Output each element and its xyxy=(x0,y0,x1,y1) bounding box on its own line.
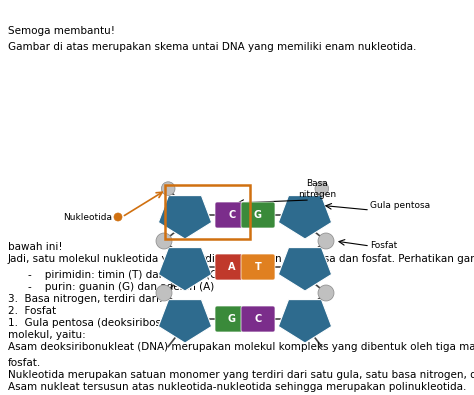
Polygon shape xyxy=(278,248,332,291)
Text: -    purin: guanin (G) dan adenin (A): - purin: guanin (G) dan adenin (A) xyxy=(28,282,214,292)
Text: Nukleotida: Nukleotida xyxy=(63,213,112,222)
Text: G: G xyxy=(228,314,236,324)
FancyBboxPatch shape xyxy=(241,306,275,332)
Text: Fosfat: Fosfat xyxy=(370,241,397,250)
Polygon shape xyxy=(158,299,211,343)
Text: C: C xyxy=(228,210,236,220)
Circle shape xyxy=(318,285,334,301)
Circle shape xyxy=(114,213,122,221)
Circle shape xyxy=(162,182,175,196)
FancyBboxPatch shape xyxy=(215,254,249,280)
Text: C: C xyxy=(255,314,262,324)
Text: A: A xyxy=(228,262,236,272)
Text: Asam deoksiribonukleat (DNA) merupakan molekul kompleks yang dibentuk oleh tiga : Asam deoksiribonukleat (DNA) merupakan m… xyxy=(8,342,474,352)
Circle shape xyxy=(318,233,334,249)
Text: Gambar di atas merupakan skema untai DNA yang memiliki enam nukleotida.: Gambar di atas merupakan skema untai DNA… xyxy=(8,42,416,52)
Text: molekul, yaitu:: molekul, yaitu: xyxy=(8,330,86,340)
FancyBboxPatch shape xyxy=(241,202,275,228)
Text: -    pirimidin: timin (T) dan sitosin (C).: - pirimidin: timin (T) dan sitosin (C). xyxy=(28,270,225,280)
Text: 1.  Gula pentosa (deoksiribosa): 1. Gula pentosa (deoksiribosa) xyxy=(8,318,172,328)
Polygon shape xyxy=(158,196,211,239)
Text: 2.  Fosfat: 2. Fosfat xyxy=(8,306,56,316)
Text: Gula pentosa: Gula pentosa xyxy=(370,201,430,209)
Text: Nukleotida merupakan satuan monomer yang terdiri dari satu gula, satu basa nitro: Nukleotida merupakan satuan monomer yang… xyxy=(8,370,474,380)
Text: fosfat.: fosfat. xyxy=(8,358,41,368)
Text: T: T xyxy=(255,262,261,272)
Polygon shape xyxy=(278,299,332,343)
Text: Asam nukleat tersusun atas nukleotida-nukleotida sehingga merupakan polinukleoti: Asam nukleat tersusun atas nukleotida-nu… xyxy=(8,382,466,392)
Text: Semoga membantu!: Semoga membantu! xyxy=(8,26,115,36)
Circle shape xyxy=(156,233,172,249)
Circle shape xyxy=(315,182,328,196)
FancyBboxPatch shape xyxy=(215,202,249,228)
Polygon shape xyxy=(158,248,211,291)
FancyBboxPatch shape xyxy=(241,254,275,280)
Text: Jadi, satu molekul nukleotida yang terdiri dari ikatan gula basa dan fosfat. Per: Jadi, satu molekul nukleotida yang terdi… xyxy=(8,254,474,264)
Text: bawah ini!: bawah ini! xyxy=(8,242,63,252)
Text: Basa
nitrogen: Basa nitrogen xyxy=(298,179,336,199)
Circle shape xyxy=(156,285,172,301)
Text: G: G xyxy=(254,210,262,220)
Text: 3.  Basa nitrogen, terdiri dari:: 3. Basa nitrogen, terdiri dari: xyxy=(8,294,163,304)
FancyBboxPatch shape xyxy=(215,306,249,332)
Polygon shape xyxy=(278,196,332,239)
